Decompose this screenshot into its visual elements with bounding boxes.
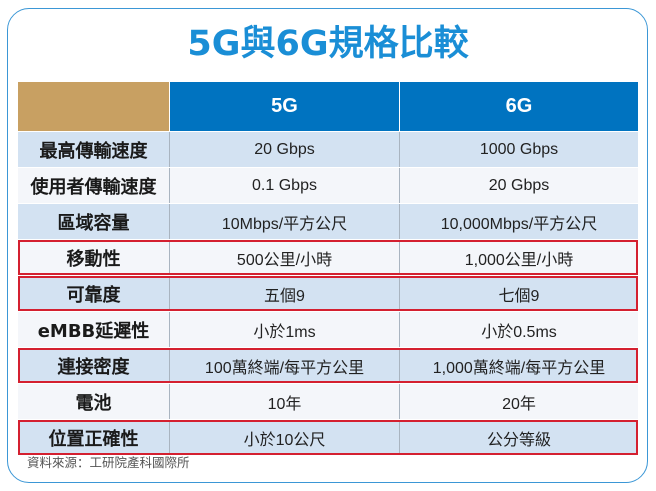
page-title: 5G與6G規格比較 (187, 24, 469, 64)
cell-5g: 100萬終端/每平方公里 (170, 348, 400, 383)
cell-6g: 1,000公里/小時 (464, 251, 574, 269)
cell-6g: 七個9 (498, 287, 540, 305)
row-label: 連接密度 (18, 348, 170, 383)
cell-6g: 10,000Mbps/平方公尺 (440, 215, 598, 233)
table-row-mobility: 移動性 500公里/小時 1,000公里/小時 (18, 240, 638, 275)
row-label: 最高傳輸速度 (18, 132, 170, 167)
row-label: 位置正確性 (18, 420, 170, 455)
header-5g: 5G (170, 82, 400, 131)
cell-6g: 20 Gbps (488, 176, 550, 194)
cell-5g: 五個9 (170, 276, 400, 311)
cell-6g: 20年 (502, 395, 536, 413)
row-label: 使用者傳輸速度 (18, 168, 170, 203)
cell-6g: 1000 Gbps (479, 140, 559, 158)
cell-5g: 小於1ms (170, 312, 400, 347)
table-row-latency: eMBB延遲性 小於1ms 小於0.5ms (18, 312, 638, 347)
source-note: 資料來源：工研院產科國際所 (27, 455, 190, 470)
cell-5g: 20 Gbps (170, 132, 400, 167)
header-corner-cell (18, 82, 170, 131)
cell-6g: 1,000萬終端/每平方公里 (432, 359, 606, 377)
cell-5g: 小於10公尺 (170, 420, 400, 455)
table-row-battery: 電池 10年 20年 (18, 384, 638, 419)
table-row-reliability: 可靠度 五個9 七個9 (18, 276, 638, 311)
row-label: eMBB延遲性 (18, 312, 170, 347)
cell-6g: 公分等級 (486, 431, 551, 449)
table-row-area-capacity: 區域容量 10Mbps/平方公尺 10,000Mbps/平方公尺 (18, 204, 638, 239)
row-label: 可靠度 (18, 276, 170, 311)
comparison-table: 5G 6G 最高傳輸速度 20 Gbps 1000 Gbps 使用者傳輸速度 0… (18, 82, 638, 455)
table-row-peak-rate: 最高傳輸速度 20 Gbps 1000 Gbps (18, 132, 638, 167)
table-row-user-rate: 使用者傳輸速度 0.1 Gbps 20 Gbps (18, 168, 638, 203)
row-label: 區域容量 (18, 204, 170, 239)
table-row-positioning-accuracy: 位置正確性 小於10公尺 公分等級 (18, 420, 638, 455)
header-6g: 6G (400, 82, 638, 131)
row-label: 電池 (18, 384, 170, 419)
row-label: 移動性 (18, 240, 170, 275)
table-header-row: 5G 6G (18, 82, 638, 131)
table-row-connection-density: 連接密度 100萬終端/每平方公里 1,000萬終端/每平方公里 (18, 348, 638, 383)
cell-6g: 小於0.5ms (481, 323, 557, 341)
cell-5g: 10Mbps/平方公尺 (170, 204, 400, 239)
cell-5g: 0.1 Gbps (170, 168, 400, 203)
cell-5g: 10年 (170, 384, 400, 419)
cell-5g: 500公里/小時 (170, 240, 400, 275)
